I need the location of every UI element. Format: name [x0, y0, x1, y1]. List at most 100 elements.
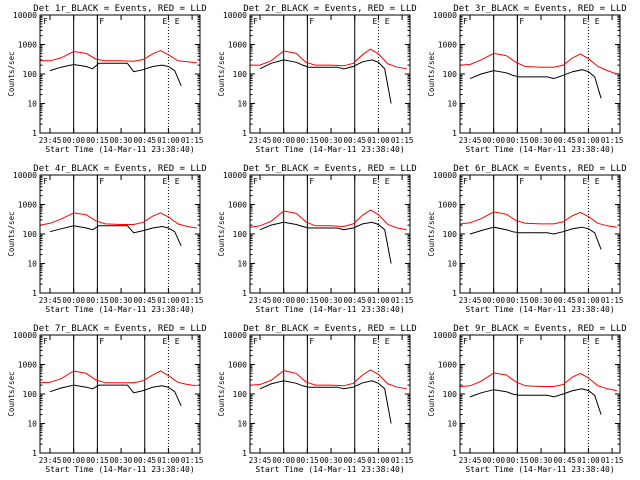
chart-title: Det 2r_BLACK = Events, RED = LLD [243, 4, 416, 14]
x-tick-label: 01:00 [157, 456, 180, 465]
chart-title: Det 7r_BLACK = Events, RED = LLD [33, 324, 206, 334]
marker-letter-f: F [519, 17, 524, 26]
y-tick-label: 10 [27, 260, 37, 269]
marker-letter-f: F [253, 337, 258, 346]
x-tick-label: 00:30 [320, 456, 343, 465]
x-tick-label: 00:45 [343, 136, 366, 145]
x-tick-label: 00:15 [506, 456, 529, 465]
x-tick-label: 00:15 [86, 296, 109, 305]
y-tick-label: 1000 [228, 361, 247, 370]
y-tick-label: 10000 [433, 11, 457, 20]
y-tick-label: 1000 [438, 361, 457, 370]
marker-letter-f: F [43, 17, 48, 26]
y-tick-label: 10 [27, 420, 37, 429]
marker-letter-f: F [99, 337, 104, 346]
x-tick-label: 00:30 [110, 296, 133, 305]
x-tick-label: 00:15 [506, 136, 529, 145]
x-tick-label: 00:30 [110, 456, 133, 465]
x-tick-label: 00:30 [530, 456, 553, 465]
marker-letter-e: E [163, 337, 168, 346]
x-tick-label: 01:00 [367, 296, 390, 305]
marker-letter-f: F [463, 337, 468, 346]
marker-letter-e: E [583, 17, 588, 26]
events-series-line [469, 69, 602, 99]
x-tick-label: 01:15 [601, 456, 624, 465]
x-tick-label: 01:15 [181, 456, 204, 465]
x-tick-label: 01:15 [601, 136, 624, 145]
x-tick-label: 23:45 [459, 136, 482, 145]
y-tick-label: 10 [237, 260, 247, 269]
marker-letter-e: E [583, 337, 588, 346]
y-tick-label: 100 [23, 70, 38, 79]
lld-series-line [460, 52, 617, 75]
chart-title: Det 8r_BLACK = Events, RED = LLD [243, 324, 416, 334]
lld-series-line [250, 369, 407, 390]
events-series-line [469, 388, 602, 415]
x-tick-label: 23:45 [39, 296, 62, 305]
marker-letter-e: E [163, 17, 168, 26]
lld-series-line [40, 370, 197, 387]
y-tick-label: 100 [233, 230, 248, 239]
x-tick-label: 00:15 [86, 136, 109, 145]
marker-letter-e: E [373, 337, 378, 346]
y-tick-label: 10 [237, 420, 247, 429]
y-axis-label: Counts/sec [7, 211, 16, 256]
y-tick-label: 100 [233, 70, 248, 79]
y-tick-label: 1 [32, 449, 37, 458]
x-tick-label: 00:30 [530, 136, 553, 145]
chart-panel-1: Det 1r_BLACK = Events, RED = LLD 1 10 100 10… [7, 4, 207, 154]
marker-letter-f: F [463, 177, 468, 186]
y-tick-label: 10 [237, 100, 247, 109]
marker-letter-f: F [43, 337, 48, 346]
y-tick-label: 1000 [18, 41, 37, 50]
y-tick-label: 1000 [438, 41, 457, 50]
x-tick-label: 01:00 [157, 296, 180, 305]
y-tick-label: 10000 [223, 171, 247, 180]
x-tick-label: 00:15 [296, 136, 319, 145]
x-tick-label: 00:15 [296, 296, 319, 305]
x-tick-label: 00:00 [482, 136, 505, 145]
x-tick-label: 01:00 [577, 456, 600, 465]
x-tick-label: 01:15 [601, 296, 624, 305]
chart-panel-2: Det 2r_BLACK = Events, RED = LLD 1 10 100 10… [217, 4, 417, 154]
marker-letter-e: E [595, 177, 600, 186]
lld-series-line [40, 212, 197, 229]
x-tick-label: 00:00 [62, 136, 85, 145]
y-tick-label: 10 [447, 100, 457, 109]
y-tick-label: 1000 [18, 361, 37, 370]
y-tick-label: 1 [32, 289, 37, 298]
y-tick-label: 1 [242, 289, 247, 298]
x-tick-label: 00:45 [133, 136, 156, 145]
x-tick-label: 00:00 [62, 456, 85, 465]
x-tick-label: 00:45 [553, 136, 576, 145]
chart-title: Det 9r_BLACK = Events, RED = LLD [453, 324, 626, 334]
x-tick-label: 01:00 [577, 136, 600, 145]
x-tick-label: 00:45 [133, 296, 156, 305]
x-tick-label: 23:45 [249, 136, 272, 145]
marker-letter-f: F [309, 337, 314, 346]
y-axis-label: Counts/sec [427, 51, 436, 96]
marker-letter-f: F [99, 17, 104, 26]
events-series-line [49, 225, 182, 246]
lld-series-line [460, 211, 617, 228]
marker-letter-f: F [253, 17, 258, 26]
chart-panel-6: Det 6r_BLACK = Events, RED = LLD 1 10 100 10… [427, 164, 627, 314]
chart-title: Det 1r_BLACK = Events, RED = LLD [33, 4, 206, 14]
x-tick-label: 00:45 [553, 456, 576, 465]
marker-letter-f: F [43, 177, 48, 186]
y-tick-label: 1000 [438, 201, 457, 210]
y-tick-label: 1 [242, 129, 247, 138]
x-axis-label: Start Time (14-Mar-11 23:38:40) [255, 465, 404, 474]
y-axis-label: Counts/sec [217, 51, 226, 96]
x-tick-label: 00:00 [482, 296, 505, 305]
x-tick-label: 23:45 [459, 296, 482, 305]
lld-series-line [460, 372, 617, 392]
chart-panel-4: Det 4r_BLACK = Events, RED = LLD 1 10 100 10… [7, 164, 207, 314]
marker-letter-e: E [175, 177, 180, 186]
y-tick-label: 1000 [228, 41, 247, 50]
y-tick-label: 1000 [18, 201, 37, 210]
x-tick-label: 01:00 [367, 136, 390, 145]
x-tick-label: 00:00 [482, 456, 505, 465]
plot-frame [459, 334, 621, 454]
